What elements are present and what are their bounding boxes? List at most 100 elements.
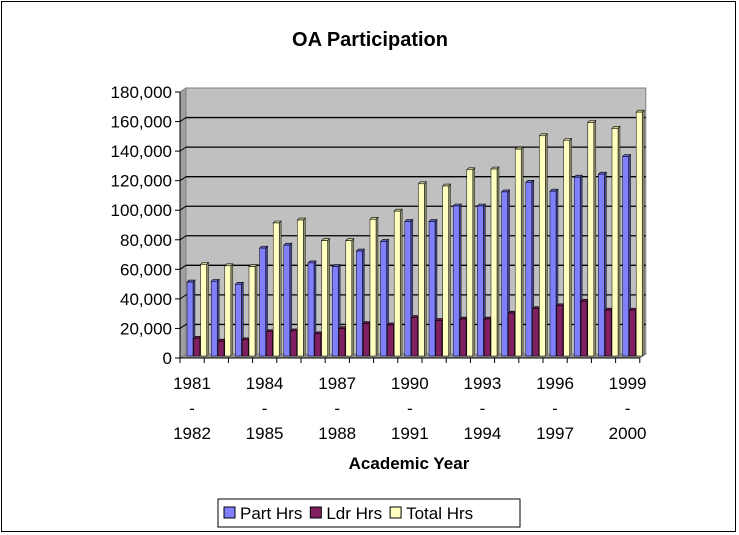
bar-side [424, 181, 427, 357]
bar-part-hrs [331, 266, 339, 357]
gridline-side [179, 146, 187, 152]
y-tick-label: 160,000 [111, 113, 172, 132]
legend-label: Ldr Hrs [326, 504, 382, 523]
x-tick-label: 1999 [609, 374, 647, 393]
x-tick-label: 1982 [173, 424, 211, 443]
y-tick-label: 20,000 [120, 319, 172, 338]
chart-title: OA Participation [292, 29, 448, 51]
x-tick-label: - [625, 399, 631, 418]
bar-ldr-hrs [241, 339, 249, 357]
bar-side [206, 261, 209, 357]
side-wall [179, 87, 187, 359]
bar-ldr-hrs [580, 301, 588, 357]
bar-total-hrs [635, 111, 643, 357]
bar-side [472, 167, 475, 357]
x-tick-label: - [552, 399, 558, 418]
bar-part-hrs [210, 281, 218, 357]
bar-side [617, 125, 621, 357]
bar-side [230, 263, 234, 357]
x-tick-label: 1994 [463, 424, 501, 443]
bar-side [448, 183, 451, 357]
bar-side [593, 120, 596, 357]
x-tick-label: - [334, 399, 340, 418]
bar-total-hrs [272, 222, 280, 357]
x-tick-label: 1984 [246, 374, 284, 393]
bar-part-hrs [598, 173, 605, 357]
bar-part-hrs [235, 284, 242, 357]
bar-ldr-hrs [387, 324, 394, 357]
gridline-side [179, 324, 187, 329]
bar-total-hrs [539, 135, 546, 357]
bar-total-hrs [514, 148, 522, 357]
gridline-side [179, 235, 187, 241]
legend-label: Total Hrs [406, 504, 473, 523]
bar-ldr-hrs [629, 309, 636, 357]
gridline-side [179, 205, 187, 211]
bar-side [496, 166, 500, 357]
bar-ldr-hrs [411, 317, 418, 357]
bar-total-hrs [393, 210, 401, 357]
bar-side [545, 133, 548, 357]
x-tick-label: 1991 [391, 424, 429, 443]
x-tick-label: 1981 [173, 374, 211, 393]
bar-part-hrs [380, 241, 387, 357]
bar-total-hrs [587, 122, 595, 357]
y-tick-label: 120,000 [111, 172, 172, 191]
y-tick-label: 180,000 [111, 83, 172, 102]
x-tick-label: - [480, 399, 486, 418]
bar-side [303, 217, 306, 357]
gridline-side [179, 117, 187, 122]
bar-part-hrs [404, 221, 412, 357]
y-tick-label: 60,000 [120, 260, 172, 279]
legend: Part Hrs Ldr Hrs Total Hrs [217, 498, 521, 528]
bar-part-hrs [307, 262, 315, 357]
bar-side [375, 216, 379, 357]
bar-part-hrs [501, 191, 508, 357]
bar-part-hrs [259, 247, 266, 357]
bar-side [327, 238, 330, 357]
bar-ldr-hrs [362, 323, 370, 357]
bar-part-hrs [622, 156, 629, 357]
y-tick-label: 100,000 [111, 201, 172, 220]
legend-box [217, 498, 521, 528]
bar-ldr-hrs [435, 320, 443, 357]
gridline-side [179, 264, 187, 270]
gridline-side [179, 176, 187, 182]
bar-total-hrs [369, 219, 377, 357]
bar-ldr-hrs [193, 338, 201, 357]
bar-ldr-hrs [459, 318, 467, 357]
bar-ldr-hrs [508, 312, 515, 357]
x-tick-label: 1990 [391, 374, 429, 393]
bar-side [279, 220, 282, 357]
x-tick-label: 1996 [536, 374, 574, 393]
bar-part-hrs [356, 250, 363, 357]
x-tick-label: - [262, 399, 268, 418]
bar-ldr-hrs [217, 340, 225, 357]
x-tick-label: 2000 [609, 424, 647, 443]
bar-part-hrs [186, 281, 194, 357]
x-tick-label: 1997 [536, 424, 574, 443]
bar-part-hrs [428, 221, 436, 357]
bar-part-hrs [525, 182, 533, 357]
x-tick-label: 1988 [318, 424, 356, 443]
bar-total-hrs [611, 128, 619, 357]
bar-side [254, 264, 258, 357]
bar-side [642, 109, 645, 357]
plot-area: 0 20,000 40,000 60,000 80,000 100,000 120,000 1… [111, 83, 648, 443]
bar-ldr-hrs [290, 330, 297, 357]
x-axis-title: Academic Year [349, 454, 470, 473]
bar-total-hrs [442, 185, 449, 357]
y-tick-label: 40,000 [120, 290, 172, 309]
x-tick-label: - [407, 399, 413, 418]
bar-ldr-hrs [483, 318, 491, 357]
bar-part-hrs [549, 190, 557, 357]
bar-side [400, 208, 403, 357]
x-tick-label: 1993 [463, 374, 501, 393]
x-tick-label: 1985 [246, 424, 284, 443]
bar-ldr-hrs [556, 305, 564, 357]
bar-total-hrs [490, 168, 498, 357]
bar-ldr-hrs [338, 328, 346, 357]
bar-part-hrs [477, 205, 484, 357]
bar-ldr-hrs [314, 333, 322, 357]
